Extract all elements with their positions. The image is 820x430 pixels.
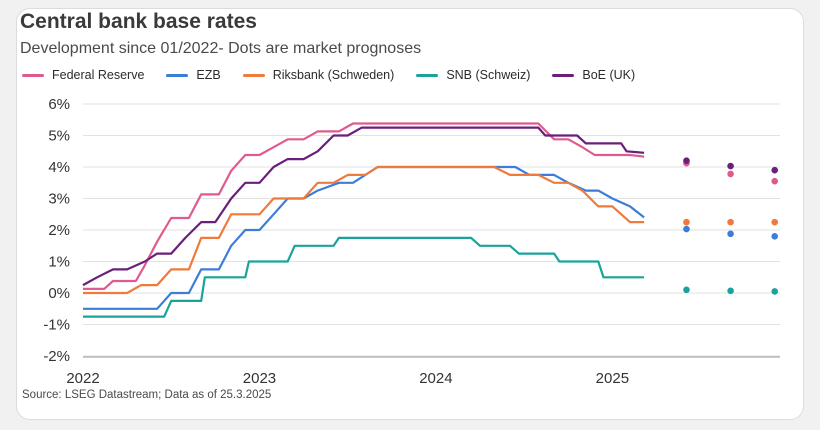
forecast-dot-ezb bbox=[771, 233, 779, 240]
y-tick-label: 1% bbox=[48, 254, 70, 271]
chart-subtitle: Development since 01/2022- Dots are mark… bbox=[20, 40, 422, 57]
y-tick-label: 5% bbox=[48, 128, 70, 145]
forecast-dot-riksbank-schweden bbox=[771, 218, 779, 226]
legend-swatch bbox=[242, 73, 265, 77]
legend-label: SNB (Schweiz) bbox=[446, 68, 531, 82]
legend-item: Federal Reserve bbox=[22, 68, 144, 82]
forecast-dot-boe-uk bbox=[771, 166, 779, 174]
x-tick-label: 2022 bbox=[66, 370, 99, 387]
legend-item: Riksbank (Schweden) bbox=[242, 68, 395, 82]
legend-swatch bbox=[416, 73, 439, 77]
forecast-dot-federal-reserve bbox=[727, 170, 734, 178]
legend-item: BoE (UK) bbox=[552, 68, 635, 82]
forecast-dot-snb-schweiz bbox=[683, 286, 690, 294]
series-line-snb-schweiz bbox=[83, 236, 645, 318]
forecast-dot-ezb bbox=[727, 230, 734, 238]
y-tick-label: 4% bbox=[48, 159, 70, 176]
series-line-ezb bbox=[83, 165, 645, 310]
y-tick-label: 0% bbox=[48, 285, 70, 302]
legend-item: SNB (Schweiz) bbox=[416, 68, 530, 82]
y-tick-label: -1% bbox=[43, 317, 70, 334]
forecast-dot-boe-uk bbox=[727, 162, 734, 170]
y-tick-label: 6% bbox=[48, 96, 70, 113]
forecast-dot-riksbank-schweden bbox=[727, 218, 734, 226]
forecast-dot-riksbank-schweden bbox=[683, 218, 690, 226]
legend-label: BoE (UK) bbox=[582, 68, 636, 82]
y-tick-label: -2% bbox=[43, 348, 70, 365]
chart-legend: Federal Reserve EZB Riksbank (Schweden) SNB… bbox=[22, 68, 657, 82]
y-tick-label: 3% bbox=[48, 191, 70, 208]
forecast-dot-boe-uk bbox=[683, 157, 690, 164]
y-tick-label: 2% bbox=[48, 222, 70, 239]
x-tick-label: 2023 bbox=[243, 370, 276, 387]
source-note: Source: LSEG Datastream; Data as of 25.3… bbox=[22, 389, 272, 401]
legend-swatch bbox=[552, 73, 575, 77]
x-tick-label: 2024 bbox=[419, 370, 452, 387]
forecast-dot-snb-schweiz bbox=[727, 287, 734, 295]
legend-label: EZB bbox=[196, 68, 221, 82]
series-line-riksbank-schweden bbox=[83, 165, 645, 295]
forecast-dot-federal-reserve bbox=[771, 177, 779, 185]
legend-swatch bbox=[166, 73, 189, 77]
chart-card bbox=[16, 8, 804, 420]
forecast-dot-snb-schweiz bbox=[771, 288, 779, 295]
legend-swatch bbox=[22, 73, 44, 77]
x-tick-label: 2025 bbox=[596, 370, 629, 387]
forecast-dot-ezb bbox=[683, 225, 690, 233]
chart-title: Central bank base rates bbox=[20, 10, 257, 33]
series-line-boe-uk bbox=[82, 126, 645, 287]
series-line-federal-reserve bbox=[83, 122, 645, 290]
legend-item: EZB bbox=[166, 68, 221, 82]
legend-label: Riksbank (Schweden) bbox=[272, 68, 395, 82]
legend-label: Federal Reserve bbox=[52, 68, 145, 82]
